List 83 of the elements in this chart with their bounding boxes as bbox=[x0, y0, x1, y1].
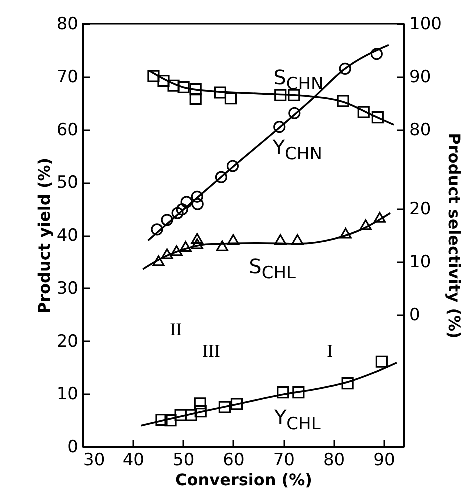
point bbox=[342, 378, 354, 390]
x-tick-label: 50 bbox=[172, 450, 195, 470]
y3-tick-label: 0 bbox=[410, 305, 420, 326]
y-tick-label: 10 bbox=[56, 384, 78, 405]
point bbox=[148, 70, 160, 82]
point bbox=[218, 401, 231, 414]
point bbox=[174, 409, 187, 422]
point bbox=[161, 248, 174, 260]
y-tick-label: 0 bbox=[68, 438, 78, 458]
point bbox=[370, 48, 383, 60]
point bbox=[337, 95, 350, 108]
y2-tick-label: 90 bbox=[410, 67, 432, 88]
y-tick-label: 50 bbox=[56, 173, 78, 194]
series-label: Y$_{CHL}$ bbox=[273, 406, 322, 435]
point bbox=[168, 80, 180, 92]
point bbox=[192, 198, 204, 210]
point bbox=[214, 86, 226, 99]
point bbox=[372, 112, 384, 124]
point bbox=[224, 92, 238, 105]
point bbox=[176, 204, 188, 216]
y2-tick-label: 80 bbox=[410, 120, 432, 140]
y-tick-label: 20 bbox=[56, 332, 78, 352]
point bbox=[277, 386, 290, 399]
y-tick-label: 60 bbox=[56, 120, 78, 140]
point bbox=[152, 256, 165, 266]
point bbox=[292, 386, 305, 399]
point bbox=[339, 62, 352, 75]
point bbox=[227, 234, 240, 246]
point bbox=[151, 224, 164, 236]
y-tick-label: 40 bbox=[56, 226, 78, 246]
point bbox=[288, 89, 300, 102]
point bbox=[292, 234, 304, 246]
point bbox=[376, 356, 388, 368]
point bbox=[185, 409, 198, 422]
y-axis-title: Product yield (%) bbox=[34, 158, 54, 314]
y3-tick-label: 20 bbox=[410, 200, 432, 220]
series-label: Y$_{CHN}$ bbox=[272, 135, 322, 164]
point bbox=[158, 75, 170, 88]
x-tick-label: 90 bbox=[374, 450, 396, 470]
x-tick-label: 70 bbox=[273, 450, 295, 470]
point bbox=[274, 121, 286, 134]
annotation: I bbox=[327, 341, 334, 362]
point bbox=[215, 171, 228, 184]
point bbox=[226, 160, 240, 172]
annotation: II bbox=[170, 320, 182, 340]
point bbox=[340, 228, 352, 239]
point bbox=[288, 107, 301, 120]
x-tick-label: 60 bbox=[223, 450, 245, 470]
point bbox=[180, 241, 192, 252]
y2-axis-title: Product selectivity (%) bbox=[444, 133, 464, 339]
point bbox=[190, 93, 202, 106]
point bbox=[180, 196, 193, 208]
point bbox=[274, 89, 287, 102]
point bbox=[191, 233, 204, 244]
point bbox=[178, 81, 190, 94]
point bbox=[190, 84, 202, 96]
point bbox=[194, 406, 207, 418]
point bbox=[274, 234, 287, 246]
x-tick-label: 40 bbox=[122, 450, 144, 470]
point bbox=[156, 414, 168, 426]
series-label: S$_{CHN}$ bbox=[274, 65, 324, 94]
point bbox=[170, 245, 183, 256]
point bbox=[164, 414, 177, 427]
point bbox=[172, 207, 184, 220]
y-tick-label: 30 bbox=[56, 278, 78, 299]
y-tick-label: 80 bbox=[56, 14, 78, 34]
x-tick-label: 80 bbox=[323, 450, 346, 470]
series-label: S$_{CHL}$ bbox=[249, 254, 296, 284]
point bbox=[161, 214, 174, 226]
y-tick-label: 70 bbox=[56, 67, 78, 88]
annotation: III bbox=[202, 341, 220, 362]
point bbox=[191, 190, 204, 203]
point bbox=[230, 398, 244, 410]
point bbox=[360, 220, 372, 230]
x-tick-label: 30 bbox=[84, 450, 106, 470]
x-axis-title: Conversion (%) bbox=[176, 470, 312, 490]
y2-tick-label: 100 bbox=[410, 14, 442, 34]
y3-tick-label: 10 bbox=[410, 252, 432, 272]
point bbox=[216, 240, 228, 252]
point bbox=[191, 238, 204, 250]
point bbox=[358, 106, 370, 118]
point bbox=[374, 212, 386, 223]
point bbox=[194, 398, 206, 410]
